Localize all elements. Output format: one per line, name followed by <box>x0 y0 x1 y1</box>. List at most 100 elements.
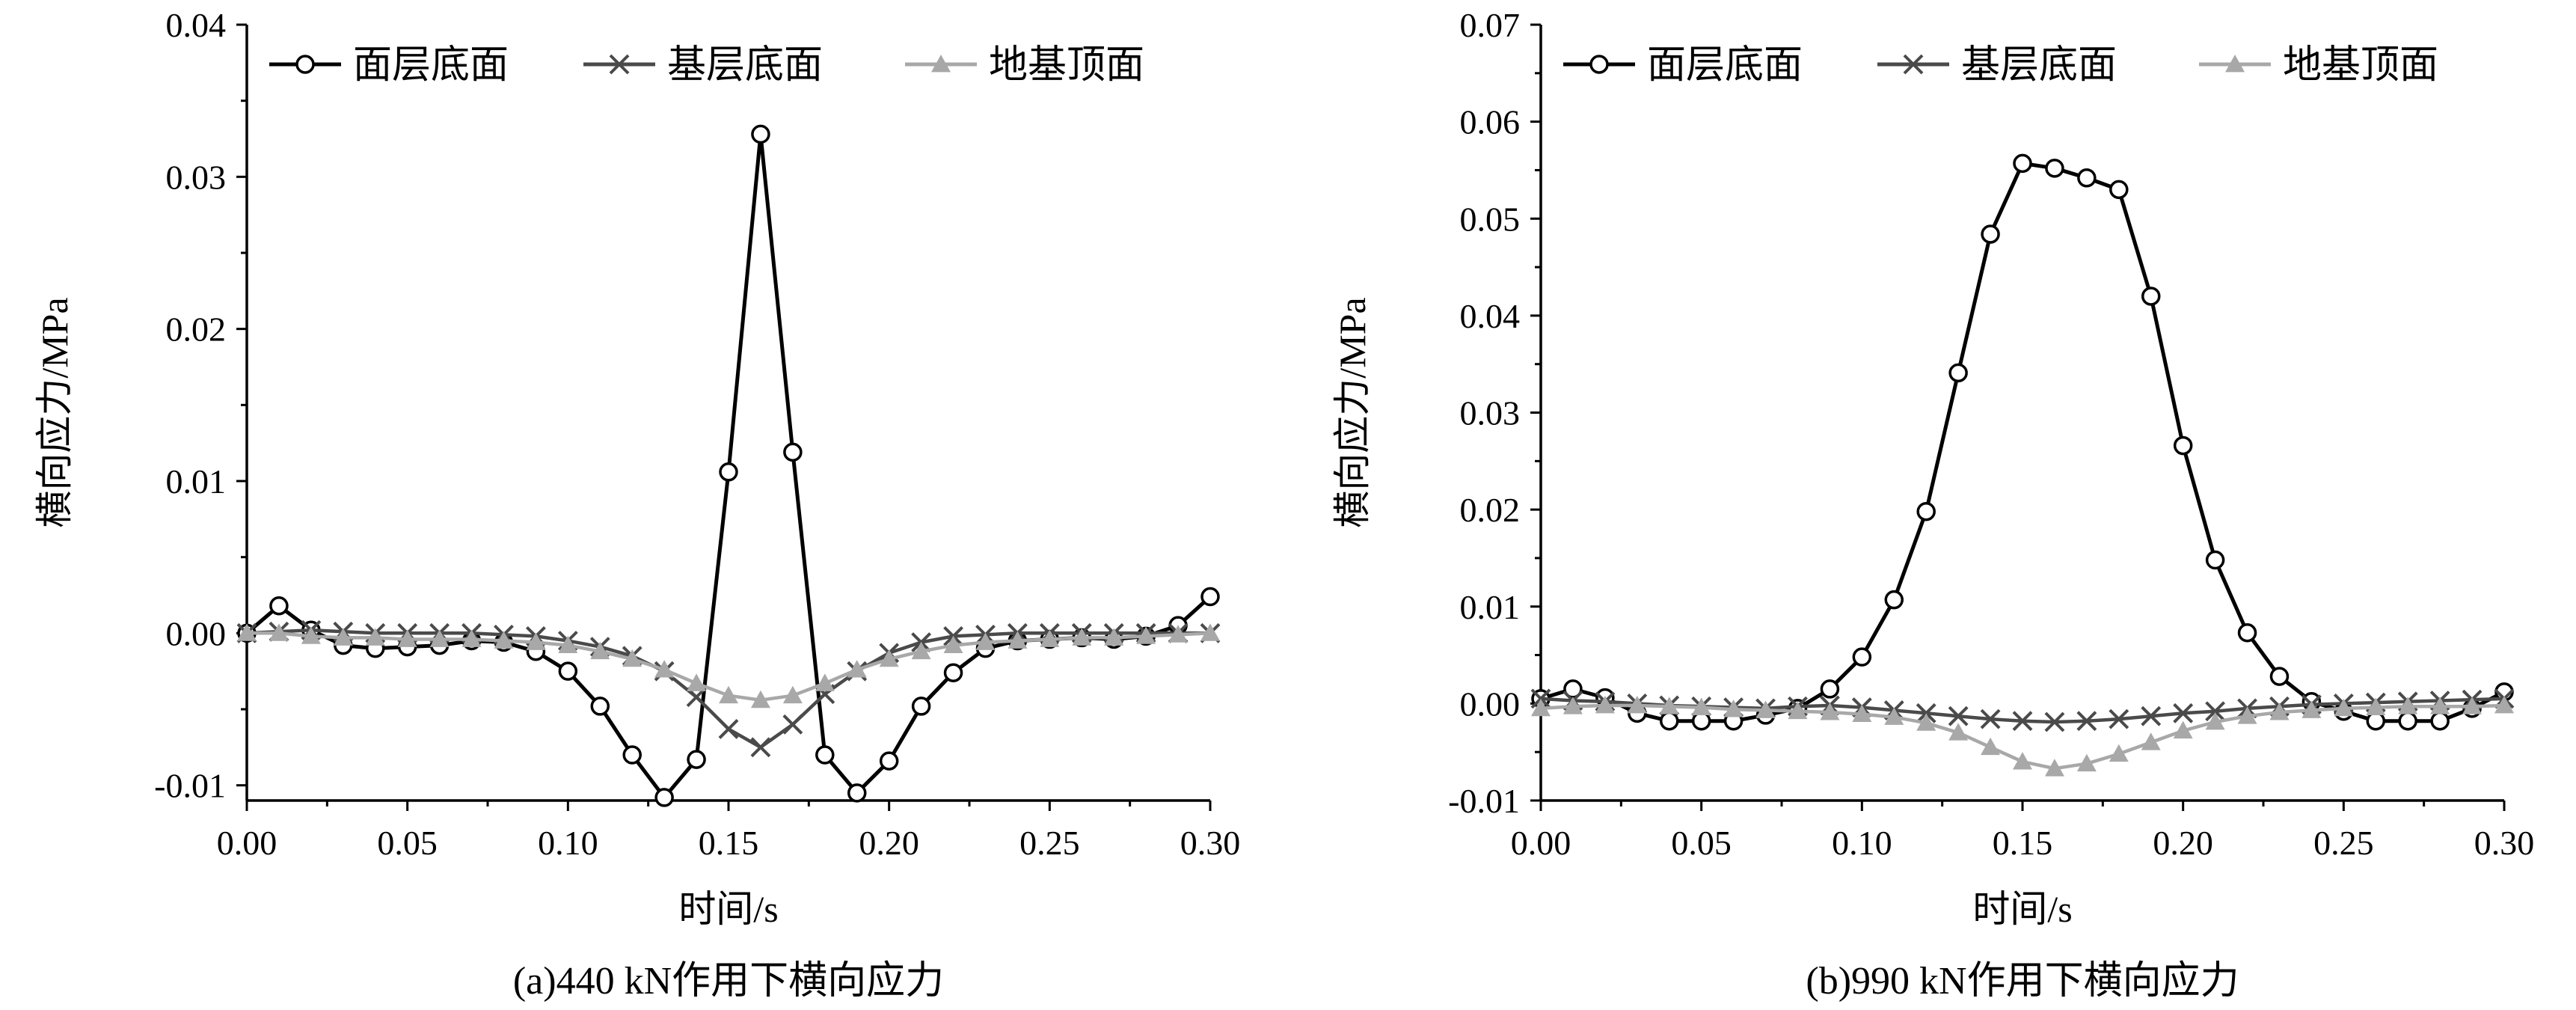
data-point <box>654 660 675 678</box>
legend-marker <box>295 55 315 74</box>
x-tick-label: 0.05 <box>377 824 438 862</box>
data-point <box>1659 697 1679 714</box>
data-point <box>1136 626 1156 644</box>
x-tick-label: 0.30 <box>1180 824 1241 862</box>
data-point <box>2269 667 2290 686</box>
data-point <box>1916 501 1936 521</box>
data-point <box>558 661 578 681</box>
data-point <box>1691 697 1711 715</box>
data-point <box>1852 647 1872 667</box>
x-tick-label: 0.20 <box>2153 824 2213 862</box>
y-tick-label: 0.03 <box>166 158 227 196</box>
legend-item: 面层底面 <box>1563 44 1803 87</box>
y-axis-title: 横向应力/MPa <box>1331 297 1373 527</box>
y-tick-label: -0.01 <box>154 767 226 805</box>
data-point <box>2044 759 2064 777</box>
data-point <box>2173 720 2193 739</box>
data-point <box>1788 701 1808 720</box>
data-point <box>1981 737 2001 756</box>
data-point <box>1627 695 1647 714</box>
x-tick-label: 0.15 <box>699 824 759 862</box>
data-point <box>2109 744 2129 762</box>
data-point <box>782 685 803 704</box>
x-tick-label: 0.05 <box>1671 824 1732 862</box>
data-point <box>461 629 482 647</box>
data-point <box>2398 711 2417 731</box>
data-point <box>1916 713 1936 731</box>
data-point <box>622 649 643 667</box>
x-tick-label: 0.00 <box>1511 824 1571 862</box>
x-tick-label: 0.10 <box>1832 824 1892 862</box>
data-point <box>1200 623 1220 641</box>
x-tick-label: 0.30 <box>2474 824 2535 862</box>
y-tick-label: -0.01 <box>1448 782 1520 820</box>
series-circle <box>237 124 1220 807</box>
data-point <box>1948 723 1969 741</box>
data-point <box>1820 679 1840 699</box>
x-tick-label: 0.20 <box>859 824 919 862</box>
y-tick-label: 0.01 <box>1460 588 1521 626</box>
legend-label: 地基顶面 <box>989 44 1144 87</box>
y-tick-label: 0.04 <box>166 6 227 44</box>
figure-caption: (b)990 kN作用下横向应力 <box>1806 960 2239 1003</box>
data-point <box>2462 697 2483 714</box>
data-point <box>2301 700 2322 718</box>
data-point <box>750 737 771 758</box>
data-point <box>1755 700 1776 718</box>
data-point <box>333 628 353 646</box>
data-point <box>1595 695 1615 714</box>
data-point <box>654 788 674 807</box>
data-point <box>782 714 803 735</box>
y-tick-label: 0.00 <box>1460 685 1521 723</box>
data-point <box>2366 711 2386 731</box>
data-point <box>687 750 706 769</box>
data-point <box>590 697 610 716</box>
y-axis-title: 横向应力/MPa <box>34 297 76 527</box>
data-point <box>2044 711 2065 732</box>
data-point <box>750 690 770 708</box>
data-point <box>911 641 931 660</box>
data-point <box>1104 628 1124 646</box>
data-point <box>397 629 417 647</box>
data-point <box>1948 706 1969 726</box>
y-tick-label: 0.01 <box>166 462 227 501</box>
chart-panel-b: 0.00 0.05 0.10 0.15 0.20 0.25 0.30 -0.01 0.00 0.0… <box>1331 6 2534 1003</box>
y-tick-label: 0.00 <box>166 614 227 652</box>
data-point <box>783 442 803 462</box>
data-point <box>1200 587 1220 607</box>
data-point <box>2013 153 2032 174</box>
legend-item: 基层底面 <box>583 44 823 87</box>
data-point <box>429 629 450 647</box>
x-tick-label: 0.15 <box>1993 824 2053 862</box>
data-point <box>1884 707 1904 725</box>
y-tick-label: 0.04 <box>1460 297 1521 335</box>
data-point <box>2141 287 2161 306</box>
legend-marker <box>931 55 951 73</box>
x-tick-label: 0.00 <box>217 824 277 862</box>
legend-label: 地基顶面 <box>2283 44 2438 87</box>
data-point <box>2045 159 2064 178</box>
data-point <box>2205 712 2225 730</box>
data-point <box>1168 625 1189 643</box>
data-point <box>719 462 738 482</box>
data-point <box>1820 703 1840 720</box>
data-point <box>718 719 739 739</box>
data-point <box>2237 622 2257 643</box>
data-point <box>2013 752 2032 770</box>
y-tick-label: 0.02 <box>1460 491 1521 529</box>
data-point <box>2205 550 2225 570</box>
data-point <box>622 745 642 765</box>
data-point <box>2430 697 2450 714</box>
data-point <box>1980 708 2001 729</box>
legend-item: 基层底面 <box>1877 44 2117 87</box>
y-tick-label: 0.06 <box>1460 103 1521 141</box>
legend-marker <box>2225 55 2245 73</box>
data-point <box>815 745 835 765</box>
y-tick-label: 0.02 <box>166 310 227 349</box>
series-circle <box>1531 153 2514 731</box>
data-point <box>1723 700 1744 717</box>
data-point <box>1008 631 1028 649</box>
legend-label: 面层底面 <box>1647 44 1803 87</box>
data-point <box>2334 698 2354 717</box>
data-point <box>2173 703 2194 723</box>
